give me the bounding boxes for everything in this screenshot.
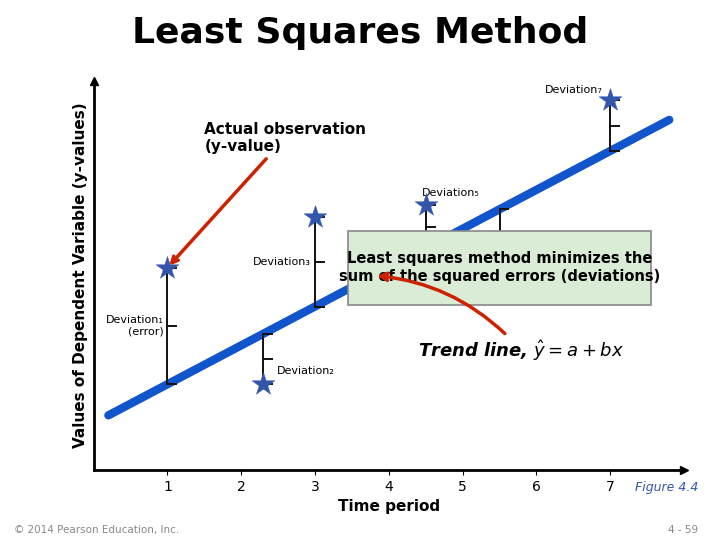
Text: Deviation₅: Deviation₅ <box>422 187 480 198</box>
FancyBboxPatch shape <box>348 231 651 305</box>
Point <box>420 201 431 210</box>
Text: Least squares method minimizes the
sum of the squared errors (deviations): Least squares method minimizes the sum o… <box>339 252 660 284</box>
Point <box>310 213 321 221</box>
Text: Deviation₃: Deviation₃ <box>253 257 311 267</box>
Text: Trend line, $\hat{y} = a + bx$: Trend line, $\hat{y} = a + bx$ <box>381 273 624 363</box>
X-axis label: Time period: Time period <box>338 499 440 514</box>
Text: Least Squares Method: Least Squares Method <box>132 16 588 50</box>
Text: 4 - 59: 4 - 59 <box>668 524 698 535</box>
Text: Actual observation
(y-value): Actual observation (y-value) <box>172 122 366 262</box>
Text: Figure 4.4: Figure 4.4 <box>635 481 698 494</box>
Y-axis label: Values of Dependent Variable (y-values): Values of Dependent Variable (y-values) <box>73 103 88 448</box>
Text: Deviation₇: Deviation₇ <box>545 85 603 94</box>
Point <box>258 380 269 389</box>
Text: © 2014 Pearson Education, Inc.: © 2014 Pearson Education, Inc. <box>14 524 180 535</box>
Text: Deviation₆: Deviation₆ <box>513 233 570 244</box>
Point <box>161 264 174 272</box>
Point <box>605 96 616 105</box>
Text: Deviation₁
(error): Deviation₁ (error) <box>106 315 163 337</box>
Point <box>494 264 505 272</box>
Text: Deviation₂: Deviation₂ <box>276 366 335 376</box>
